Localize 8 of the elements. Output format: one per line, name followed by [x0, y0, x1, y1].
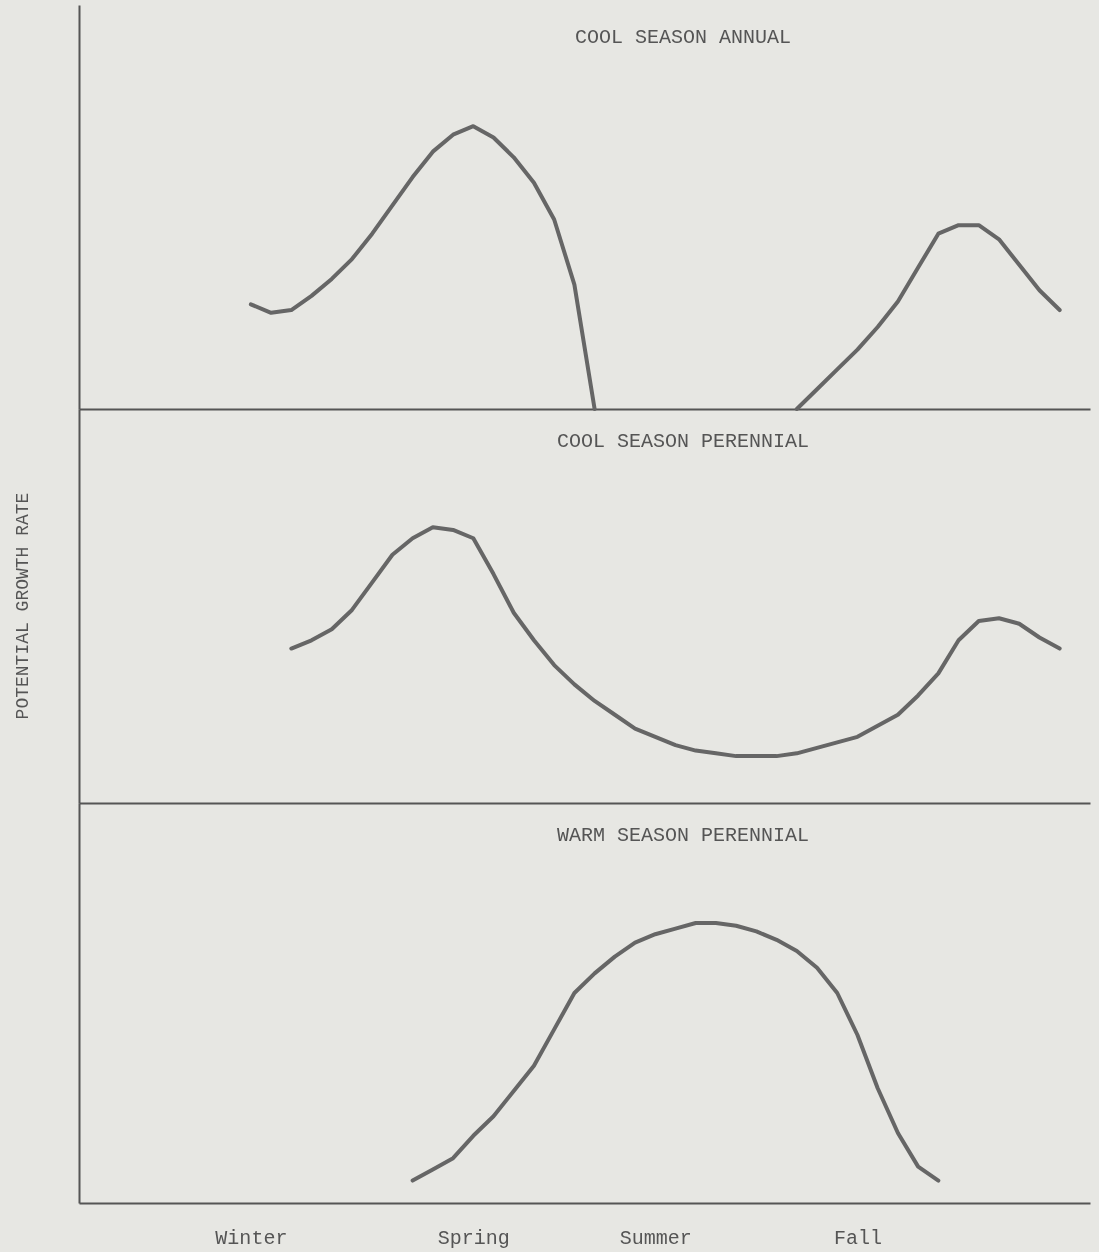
y-axis-title: POTENTIAL GROWTH RATE	[13, 492, 33, 720]
chart-title: COOL SEASON ANNUAL	[574, 26, 792, 49]
x-tick-label: Summer	[619, 1227, 692, 1250]
x-tick-label: Spring	[437, 1227, 510, 1250]
chart-title: WARM SEASON PERENNIAL	[556, 824, 810, 847]
chart-title: COOL SEASON PERENNIAL	[556, 430, 810, 453]
x-tick-label: Fall	[833, 1227, 882, 1250]
x-tick-label: Winter	[215, 1227, 288, 1250]
